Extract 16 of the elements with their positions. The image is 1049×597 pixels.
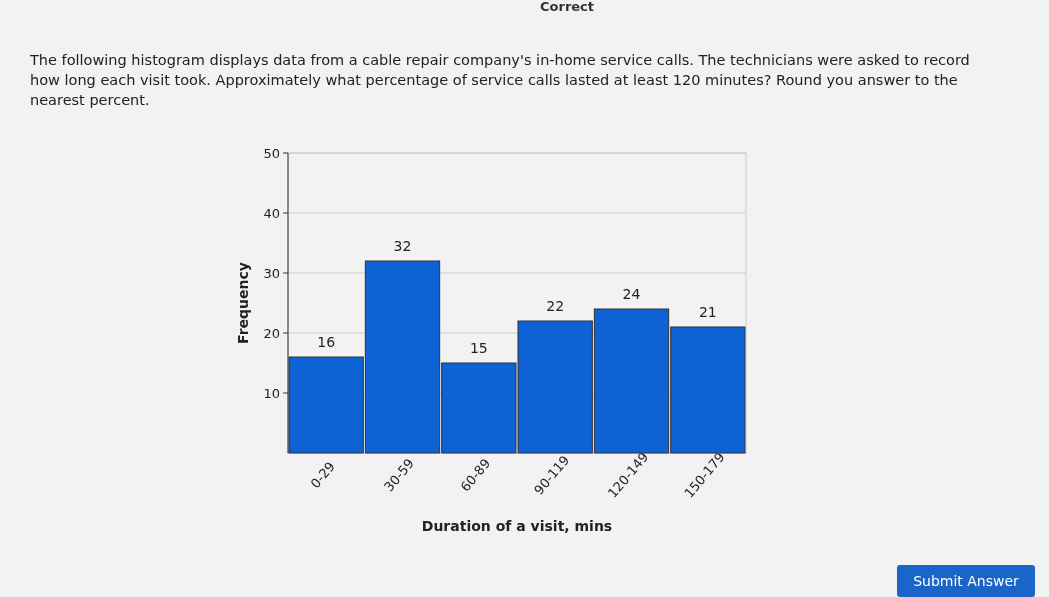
data-label: 22 (546, 298, 565, 314)
x-axis-title: Duration of a visit, mins (421, 518, 613, 534)
text: Submit Answer (913, 573, 1020, 589)
data-label: 32 (393, 238, 412, 254)
y-tick-label: 20 (263, 325, 280, 341)
data-label: 16 (317, 334, 336, 350)
data-label: 21 (698, 304, 717, 320)
y-tick-label: 50 (263, 145, 280, 161)
data-label: 15 (469, 340, 488, 356)
text: Correct (540, 0, 595, 14)
y-tick-label: 40 (263, 205, 280, 221)
y-axis-title: Frequency (235, 262, 251, 344)
chart-title: The following histogram displays data from a cable repair company's in-home service calls. The technicians were asked to record how long each visit took. Approximately what percentage of service calls lasted at least 120 minutes? Round you answer to the nearest percent. (30, 51, 971, 110)
data-label: 24 (622, 286, 641, 302)
y-tick-label: 10 (263, 385, 280, 401)
y-tick-label: 30 (263, 265, 280, 281)
